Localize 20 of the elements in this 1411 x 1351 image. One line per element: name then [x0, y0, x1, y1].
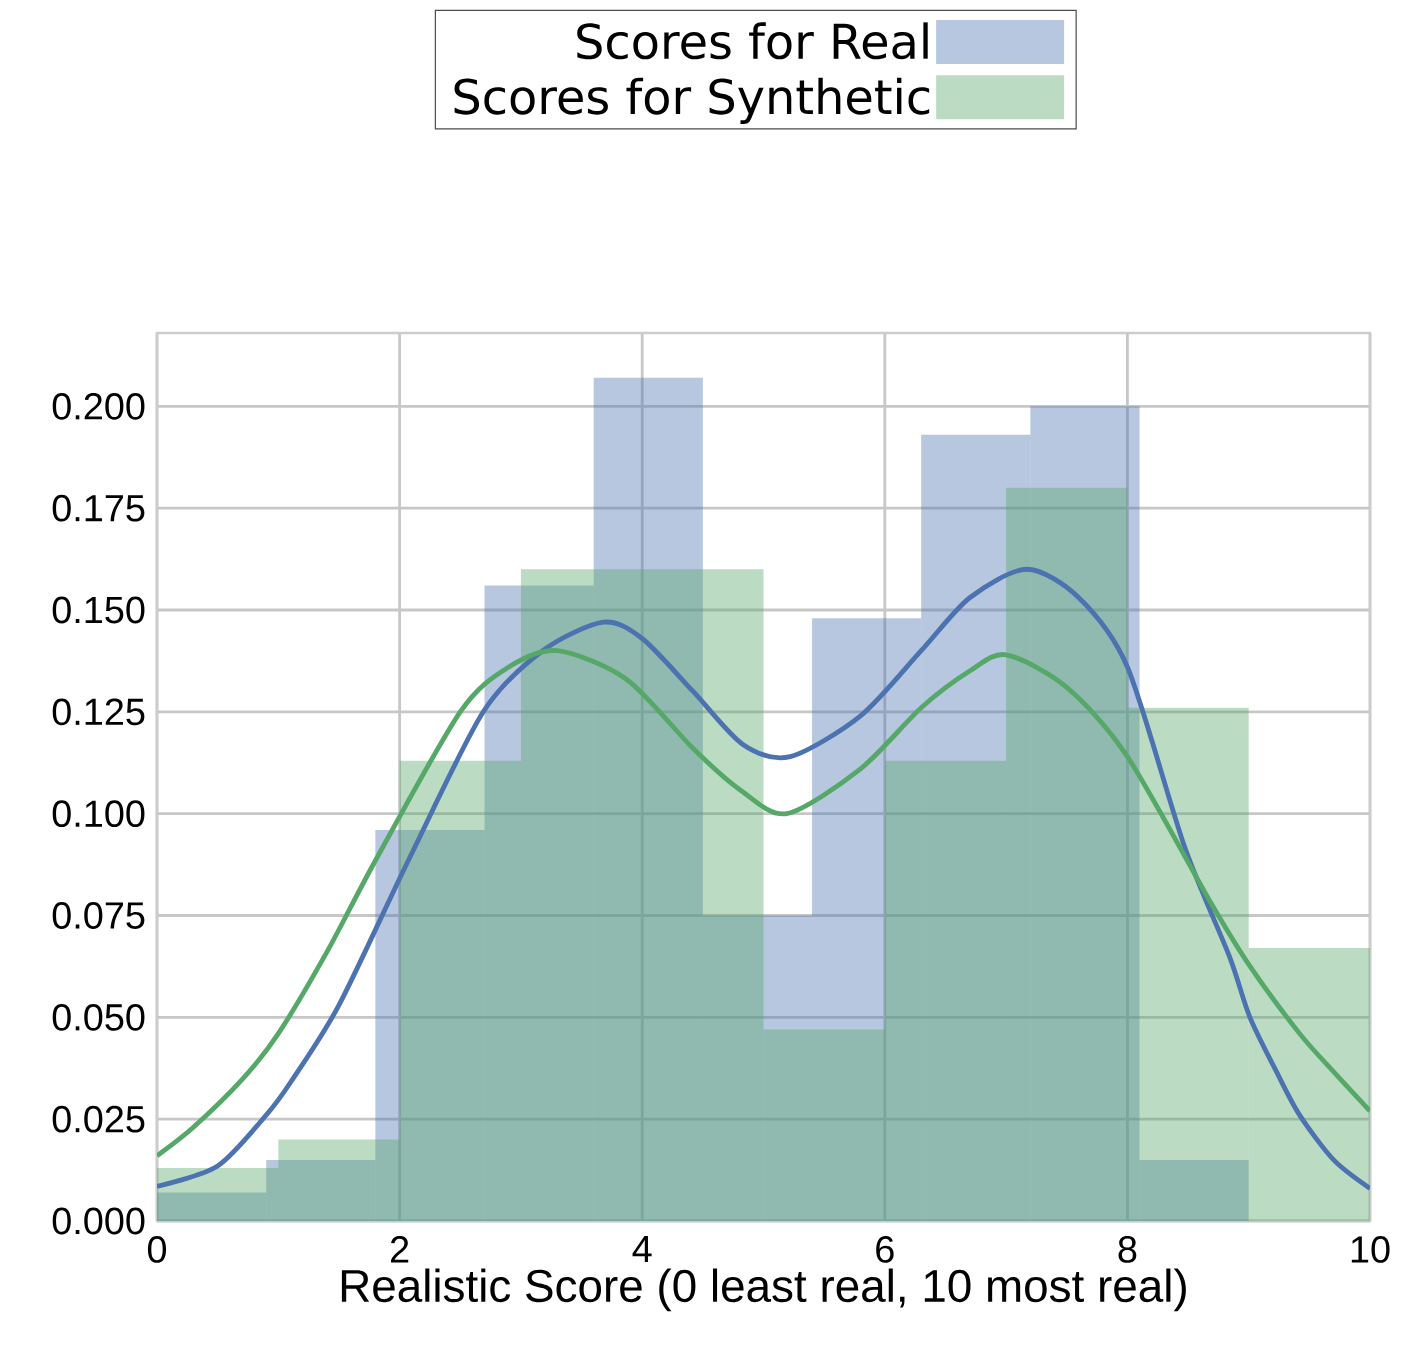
y-tick-label: 0.025 [52, 1105, 145, 1133]
y-tick-label: 0.150 [52, 596, 145, 624]
line-series [157, 648, 1371, 1159]
y-tick-label: 0.100 [52, 800, 145, 828]
y-tick-label: 0.050 [52, 1003, 145, 1031]
x-tick-label: 0 [147, 1236, 167, 1263]
x-tick-label: 2 [390, 1236, 409, 1263]
x-tick-label: 10 [1351, 1236, 1390, 1263]
x-axis-title: Realistic Score (0 least real, 10 most real) [341, 1268, 1186, 1312]
x-tick-label: 4 [632, 1236, 652, 1263]
x-tick-label: 8 [1118, 1236, 1137, 1263]
line-series [157, 566, 1371, 1191]
y-tick-label: 0.125 [52, 698, 145, 726]
legend-label: Scores for Real [577, 22, 928, 60]
y-tick-label: 0.000 [52, 1207, 145, 1235]
x-tick-label: 6 [876, 1236, 894, 1263]
y-tick-label: 0.075 [52, 902, 145, 929]
y-tick-label: 0.175 [52, 494, 145, 522]
y-tick-label: 0.200 [52, 392, 145, 420]
legend-label: Scores for Synthetic [454, 77, 930, 124]
